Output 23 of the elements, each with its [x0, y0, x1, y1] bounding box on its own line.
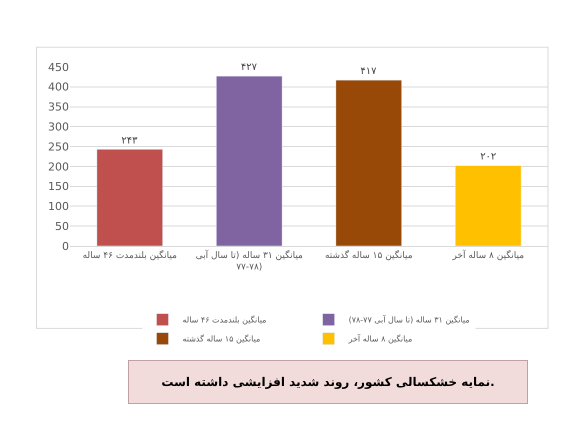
y-tick-label: 250 — [48, 140, 69, 154]
x-tick-label: میانگین ۸ ساله آخر — [451, 248, 524, 261]
data-label: ۴۲۷ — [240, 62, 258, 74]
legend-label: میانگین بلندمدت ۴۶ ساله — [182, 314, 266, 325]
legend-label: میانگین ۱۵ ساله گذشته — [182, 334, 260, 344]
x-tick-label: میانگین ۱۵ ساله گذشته — [324, 248, 413, 261]
y-tick-label: 50 — [55, 220, 69, 233]
data-label: ۲۰۲ — [480, 152, 496, 163]
y-tick-label: 0 — [62, 240, 69, 253]
y-tick-label: 200 — [48, 160, 69, 174]
x-tick-label: میانگین بلندمدت ۴۶ ساله — [82, 248, 178, 261]
y-tick-label: 300 — [48, 120, 69, 134]
text: نمایه خشکسالی کشور، روند شدید افزایشی داشته است. — [161, 375, 495, 389]
data-label: ۴۱۷ — [360, 66, 378, 78]
y-tick-label: 400 — [48, 80, 69, 94]
y-tick-label: 150 — [48, 180, 69, 194]
legend-label: میانگین ۸ ساله آخر — [348, 334, 412, 344]
y-tick-label: 350 — [48, 100, 69, 114]
x-tick-label: میانگین ۳۱ ساله (تا سال آبی ۷۷-۷۸) — [196, 248, 304, 272]
data-label: ۲۴۳ — [121, 135, 138, 146]
y-tick-label: 450 — [48, 60, 69, 74]
y-tick-label: 100 — [48, 200, 69, 214]
legend-label: میانگین ۳۱ ساله (تا سال آبی ۷۷-۷۸) — [348, 314, 470, 325]
